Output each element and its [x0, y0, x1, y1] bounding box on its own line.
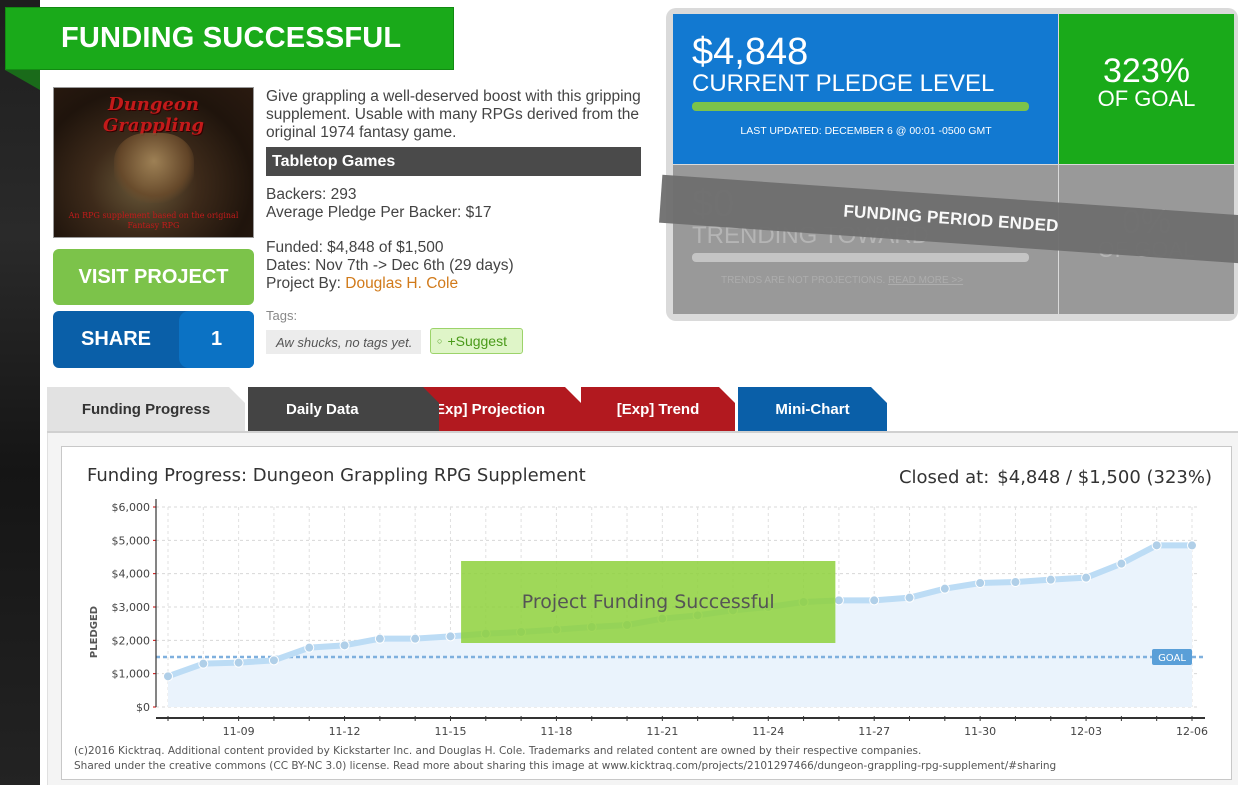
goal-percent-box: 323% OF GOAL: [1059, 14, 1234, 164]
project-category[interactable]: Tabletop Games: [266, 147, 641, 176]
success-overlay-box: [461, 561, 836, 643]
data-point[interactable]: [163, 671, 173, 682]
funding-status-banner: FUNDING SUCCESSFUL: [5, 7, 454, 70]
share-label: SHARE: [80, 328, 151, 350]
data-point[interactable]: [304, 642, 315, 653]
x-tick-label: 11-30: [964, 725, 996, 738]
data-point[interactable]: [939, 583, 950, 594]
data-point[interactable]: [339, 640, 350, 651]
tab-funding-progress[interactable]: Funding Progress: [47, 387, 245, 431]
trend-progress-bar: [692, 253, 1029, 262]
data-point[interactable]: [1151, 540, 1162, 551]
suggest-label: +Suggest: [447, 333, 507, 349]
data-point[interactable]: [1081, 572, 1092, 583]
chart-footer-line-2: Shared under the creative commons (CC BY…: [74, 760, 1056, 772]
project-by-label: Project By:: [266, 275, 346, 292]
project-dates: Dates: Nov 7th -> Dec 6th (29 days): [266, 257, 514, 274]
thumbnail-figure: [114, 133, 194, 203]
tags-empty-message: Aw shucks, no tags yet.: [266, 330, 421, 354]
chart-title: Funding Progress: Dungeon Grappling RPG …: [87, 465, 586, 486]
trend-note-text: TRENDS ARE NOT PROJECTIONS.: [721, 275, 889, 286]
tab-mini-chart[interactable]: Mini-Chart: [738, 387, 887, 431]
project-thumbnail[interactable]: Dungeon Grappling An RPG supplement base…: [53, 87, 254, 238]
data-point[interactable]: [198, 658, 209, 669]
funding-progress-chart: Funding Progress: Dungeon Grappling RPG …: [74, 465, 1212, 772]
thumbnail-title: Dungeon Grappling: [102, 94, 205, 136]
tags-label: Tags:: [266, 308, 298, 323]
project-by: Project By: Douglas H. Cole: [266, 275, 514, 293]
share-count: 1: [179, 311, 254, 368]
data-point[interactable]: [233, 657, 244, 668]
funding-chart-card: Funding Progress: Dungeon Grappling RPG …: [61, 446, 1232, 780]
project-stats: Backers: 293 Average Pledge Per Backer: …: [266, 186, 514, 293]
data-point[interactable]: [1187, 540, 1197, 551]
background-strip: [0, 0, 40, 785]
x-tick-label: 12-03: [1070, 725, 1102, 738]
y-tick-label: $4,000: [112, 568, 151, 581]
chart-closed-label: Closed at:: [899, 467, 989, 488]
pledge-label: CURRENT PLEDGE LEVEL: [692, 70, 995, 97]
data-point[interactable]: [268, 655, 279, 666]
chart-footer-line-1: (c)2016 Kicktraq. Additional content pro…: [74, 745, 921, 757]
data-point[interactable]: [374, 633, 385, 644]
success-overlay-text: Project Funding Successful: [522, 591, 775, 613]
x-tick-label: 11-18: [540, 725, 572, 738]
creator-link[interactable]: Douglas H. Cole: [345, 275, 459, 292]
chart-goal-line: GOAL: [156, 649, 1205, 665]
x-tick-label: 11-15: [434, 725, 466, 738]
x-tick-label: 12-06: [1176, 725, 1208, 738]
x-tick-label: 11-24: [752, 725, 784, 738]
chart-axes: $0 $1,000 $2,000 $3,000 $4,000 $5,000 $6,000 11…: [112, 499, 1208, 738]
y-tick-label: $0: [136, 701, 150, 714]
x-tick-label: 11-27: [858, 725, 890, 738]
trend-note: TRENDS ARE NOT PROJECTIONS. READ MORE >>: [721, 275, 963, 286]
goal-percent: 323%: [1103, 52, 1190, 90]
y-tick-label: $5,000: [112, 534, 151, 547]
tab-daily-data[interactable]: Daily Data: [248, 387, 439, 431]
average-pledge: Average Pledge Per Backer: $17: [266, 204, 492, 221]
x-tick-label: 11-12: [329, 725, 361, 738]
y-tick-label: $1,000: [112, 668, 151, 681]
x-tick-label: 11-09: [223, 725, 255, 738]
data-point[interactable]: [904, 592, 915, 603]
data-point[interactable]: [833, 595, 844, 606]
chart-closed-value: $4,848 / $1,500 (323%): [997, 467, 1212, 488]
current-pledge-box: $4,848 CURRENT PLEDGE LEVEL LAST UPDATED…: [673, 14, 1058, 164]
project-description: Give grappling a well-deserved boost wit…: [266, 88, 641, 141]
last-updated: LAST UPDATED: DECEMBER 6 @ 00:01 -0500 G…: [740, 125, 992, 137]
data-point[interactable]: [1010, 577, 1021, 587]
y-tick-label: $2,000: [112, 634, 151, 647]
chart-tabs: Mini-Chart [Exp] Trend [Exp] Projection …: [47, 387, 1238, 431]
goal-badge-label: GOAL: [1158, 653, 1186, 664]
data-point[interactable]: [410, 633, 421, 644]
share-button[interactable]: SHARE 1: [53, 311, 254, 368]
goal-badge: [1152, 649, 1192, 665]
data-point[interactable]: [1045, 574, 1056, 585]
goal-label: OF GOAL: [1097, 86, 1196, 111]
data-point[interactable]: [445, 631, 456, 642]
suggest-circle-icon: ○: [437, 336, 443, 346]
pledge-amount: $4,848: [692, 31, 809, 73]
data-point[interactable]: [1116, 558, 1127, 569]
chart-success-overlay: Project Funding Successful: [461, 561, 836, 643]
y-tick-label: $3,000: [112, 601, 151, 614]
x-tick-label: 11-21: [646, 725, 678, 738]
tabs-divider: [47, 431, 1238, 433]
suggest-tag-button[interactable]: ○ +Suggest: [430, 328, 523, 354]
funded-amount: Funded: $4,848 of $1,500: [266, 239, 444, 256]
trend-read-more-link[interactable]: READ MORE >>: [888, 275, 964, 286]
banner-ribbon-tail: [5, 70, 40, 90]
backers-count: Backers: 293: [266, 186, 357, 203]
visit-project-button[interactable]: VISIT PROJECT: [53, 249, 254, 305]
pledge-progress-bar: [692, 102, 1029, 111]
chart-ylabel: PLEDGED: [89, 606, 100, 658]
data-point[interactable]: [975, 578, 986, 588]
y-tick-label: $6,000: [112, 501, 151, 514]
funding-status-text: FUNDING SUCCESSFUL: [61, 22, 402, 54]
thumbnail-footer: An RPG supplement based on the original …: [68, 211, 239, 230]
tab-exp-trend[interactable]: [Exp] Trend: [581, 387, 735, 431]
data-point[interactable]: [869, 595, 880, 606]
